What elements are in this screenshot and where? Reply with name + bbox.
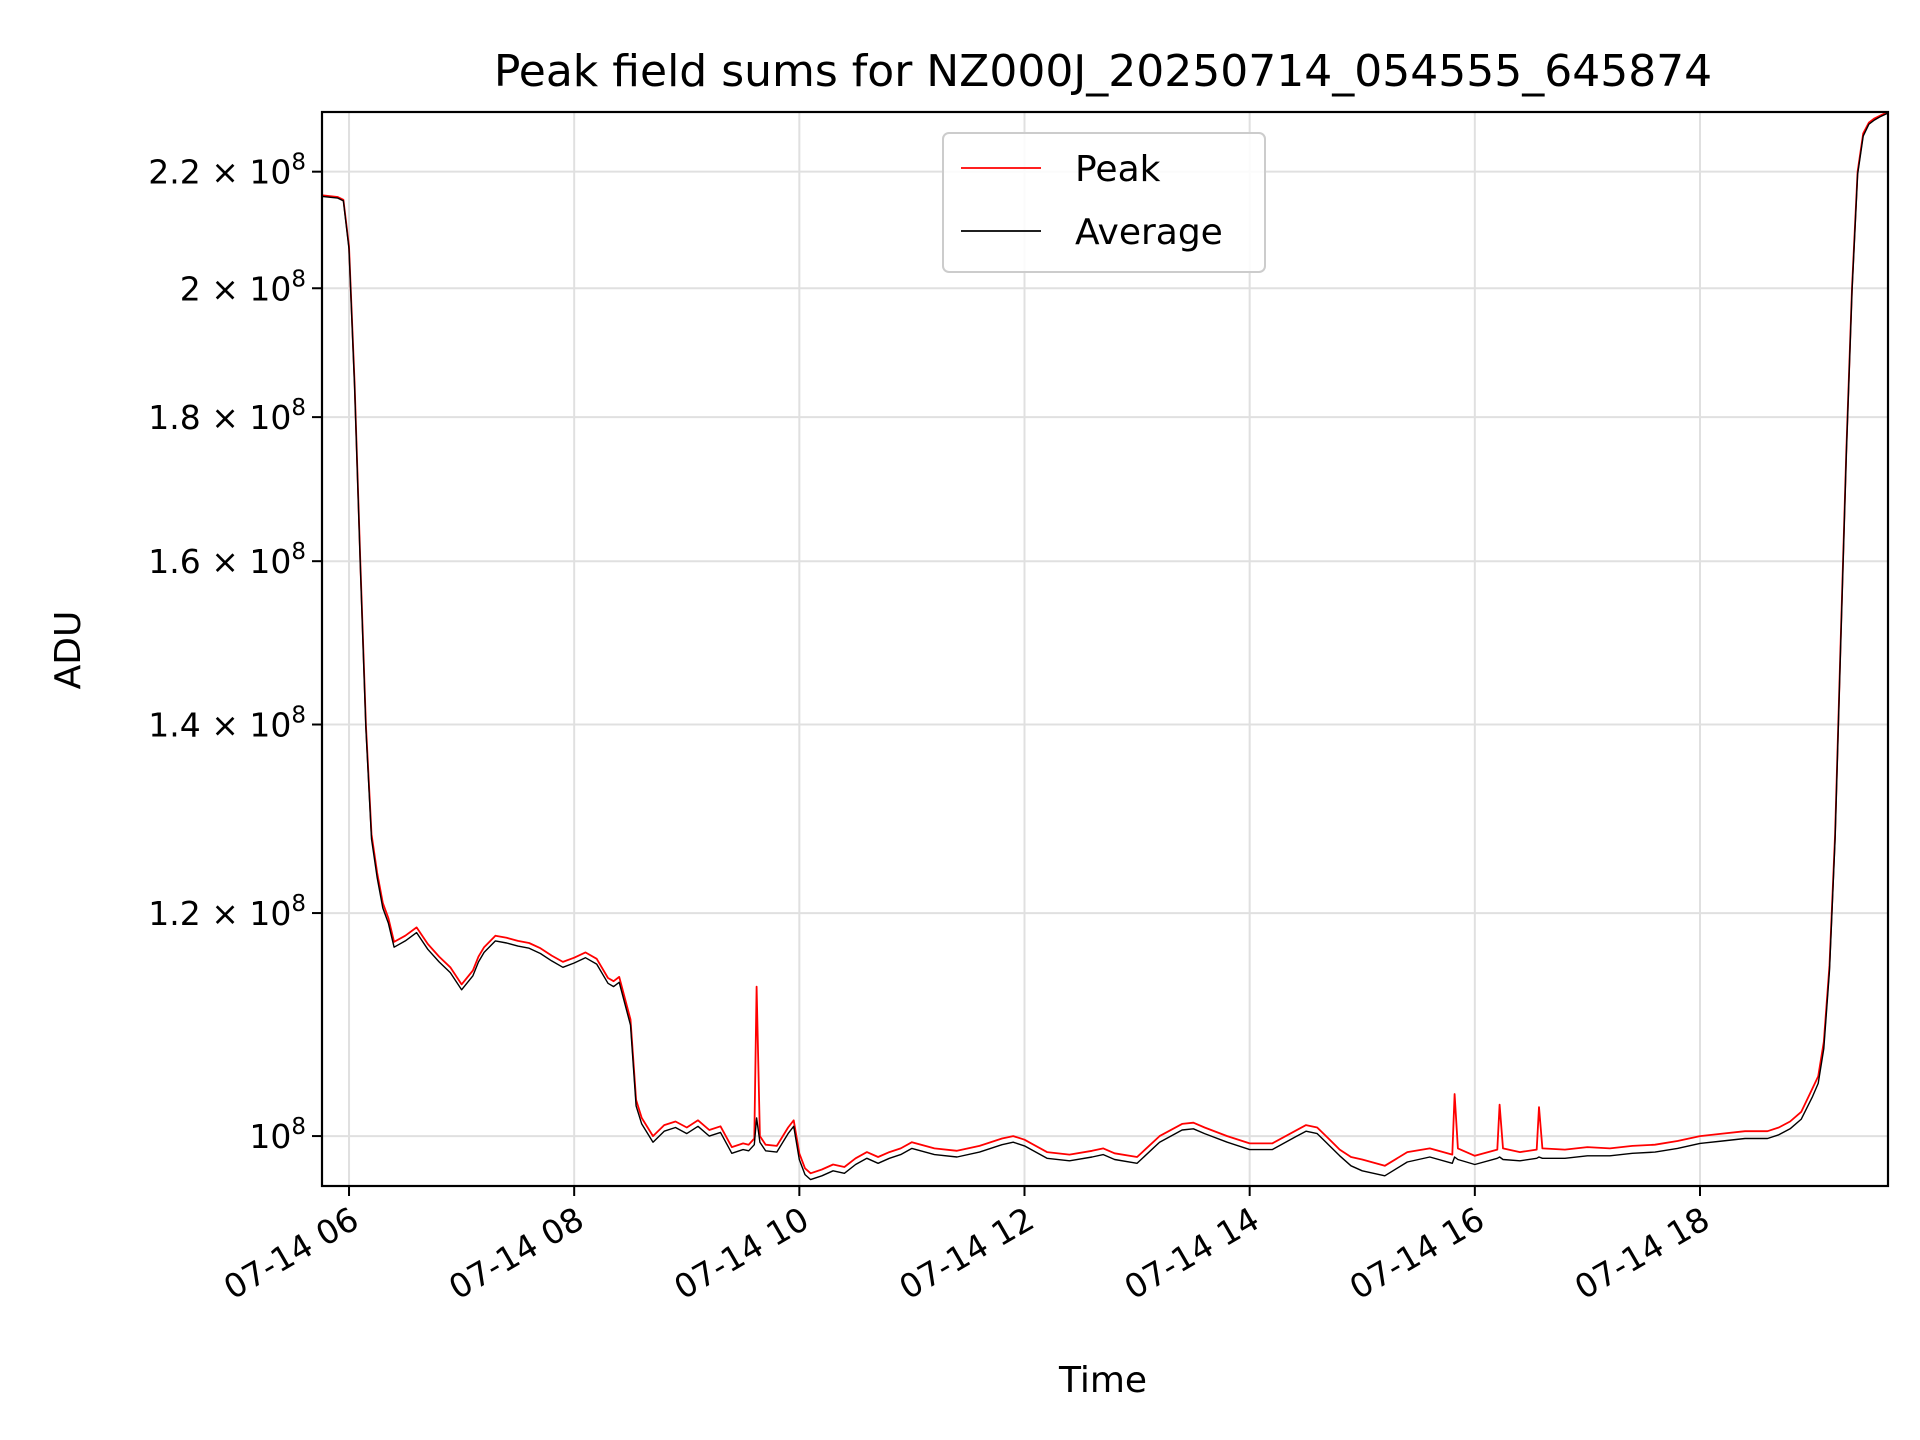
y-tick-label: 1.4 × 108	[148, 703, 306, 745]
y-tick-mantissa: 1.6 × 10	[148, 542, 291, 581]
y-tick-exponent: 8	[291, 891, 306, 917]
y-tick-exponent: 8	[291, 150, 306, 176]
y-tick-label: 2 × 108	[180, 266, 306, 308]
y-tick-label: 1.6 × 108	[148, 539, 306, 581]
y-tick-exponent: 8	[291, 703, 306, 729]
y-tick-exponent: 8	[291, 266, 306, 292]
y-tick-label: 2.2 × 108	[148, 150, 306, 192]
legend-label-peak: Peak	[1075, 149, 1161, 190]
y-axis-label: ADU	[48, 611, 89, 690]
series-line-peak	[321, 111, 1889, 1175]
series-line-average	[321, 112, 1889, 1181]
y-tick-label: 1.8 × 108	[148, 395, 306, 437]
y-tick-label: 108	[249, 1114, 306, 1156]
y-tick-label: 1.2 × 108	[148, 891, 306, 933]
y-tick-exponent: 8	[291, 539, 306, 565]
y-tick-mantissa: 1.8 × 10	[148, 398, 291, 437]
chart-title: Peak field sums for NZ000J_20250714_0545…	[494, 46, 1712, 97]
y-tick-mantissa: 10	[249, 1117, 291, 1156]
legend-label-average: Average	[1075, 212, 1223, 253]
y-tick-mantissa: 2.2 × 10	[148, 153, 291, 192]
y-tick-mantissa: 1.4 × 10	[148, 706, 291, 745]
y-tick-mantissa: 1.2 × 10	[148, 894, 291, 933]
y-tick-mantissa: 2 × 10	[180, 269, 292, 308]
x-axis-label: Time	[1058, 1360, 1147, 1401]
legend: Peak Average	[942, 132, 1266, 273]
y-tick-exponent: 8	[291, 395, 306, 421]
plot-frame	[320, 110, 1890, 1188]
y-tick-exponent: 8	[291, 1114, 306, 1140]
series-layer	[321, 111, 1889, 1181]
